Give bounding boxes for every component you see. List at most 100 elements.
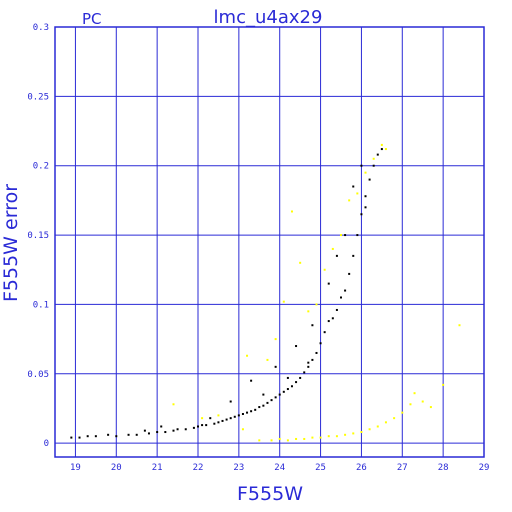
data-point-black [147,432,150,435]
data-point-black [176,428,179,431]
data-point-yellow [258,439,261,442]
data-point-yellow [303,437,306,440]
data-point-yellow [376,425,379,428]
data-point-black [295,381,298,384]
data-point-black [246,411,249,414]
data-point-black [184,428,187,431]
data-point-black [107,433,110,436]
data-point-black [327,282,330,285]
data-point-black [250,410,253,413]
data-point-black [254,408,257,411]
data-point-yellow [327,435,330,438]
data-point-yellow [246,354,249,357]
data-point-yellow [335,435,338,438]
plot-frame [54,26,485,458]
data-point-black [94,435,97,438]
data-point-yellow [311,436,314,439]
data-point-black [229,400,232,403]
x-tick-label: 29 [479,463,490,473]
data-point-yellow [307,310,310,313]
data-point-yellow [348,199,351,202]
data-point-yellow [241,428,244,431]
x-tick-label: 26 [356,463,367,473]
data-point-black [205,424,208,427]
data-point-black [315,351,318,354]
data-point-black [335,308,338,311]
data-point-black [356,234,359,237]
data-point-yellow [278,437,281,440]
x-tick-label: 27 [397,463,408,473]
data-point-yellow [458,324,461,327]
y-tick-label: 0.1 [33,300,49,310]
panel-label: PC [82,10,102,28]
data-point-black [201,424,204,427]
y-tick-label: 0.3 [33,23,49,33]
data-point-black [380,148,383,151]
data-point-yellow [372,157,375,160]
data-point-yellow [401,411,404,414]
data-point-yellow [380,143,383,146]
data-point-black [340,296,342,299]
data-point-black [286,388,289,391]
data-point-black [266,401,269,404]
data-point-yellow [274,338,277,341]
data-point-black [192,426,195,429]
data-point-yellow [442,383,445,386]
data-point-yellow [368,428,371,431]
data-point-black [348,272,351,275]
data-point-black [217,421,220,424]
data-point-black [262,404,265,407]
data-point-black [352,185,355,188]
x-tick-label: 24 [274,463,285,473]
data-point-black [299,376,302,379]
data-point-black [364,206,367,209]
points [70,143,461,442]
data-point-yellow [384,421,387,424]
data-point-black [270,399,273,402]
data-point-black [274,396,277,399]
y-tick-label: 0.15 [27,231,49,241]
x-tick-label: 21 [152,463,163,473]
data-point-black [290,385,293,388]
data-point-black [221,419,224,422]
data-point-yellow [282,300,285,303]
data-point-black [307,365,310,368]
data-point-black [197,425,199,428]
data-point-black [295,345,298,348]
data-point-black [344,234,347,237]
data-point-black [115,435,118,438]
data-point-black [258,406,261,409]
data-point-black [364,195,367,198]
data-point-yellow [270,439,273,442]
data-point-black [376,153,379,156]
data-point-black [156,431,159,434]
x-tick-label: 22 [193,463,204,473]
x-tick-label: 28 [438,463,449,473]
data-point-black [127,433,130,436]
data-point-yellow [295,437,298,440]
data-point-black [372,164,375,167]
data-point-yellow [360,431,363,434]
data-point-yellow [315,303,318,306]
data-point-black [229,417,232,420]
data-point-yellow [172,403,175,406]
y-tick-label: 0.25 [27,92,49,102]
data-point-black [335,254,338,257]
data-point-black [143,429,146,432]
data-point-black [250,379,253,382]
data-point-yellow [421,400,424,403]
data-point-black [319,342,322,345]
data-point-black [303,371,306,374]
data-point-yellow [393,417,396,420]
x-tick-label: 25 [315,463,326,473]
data-point-black [360,164,363,167]
data-point-black [311,324,314,327]
data-point-black [352,254,355,257]
data-point-black [327,320,330,323]
data-point-yellow [319,436,322,439]
x-tick-label: 19 [70,463,81,473]
data-point-yellow [352,432,355,435]
y-axis-title: F555W error [0,184,22,302]
data-point-yellow [356,192,359,195]
